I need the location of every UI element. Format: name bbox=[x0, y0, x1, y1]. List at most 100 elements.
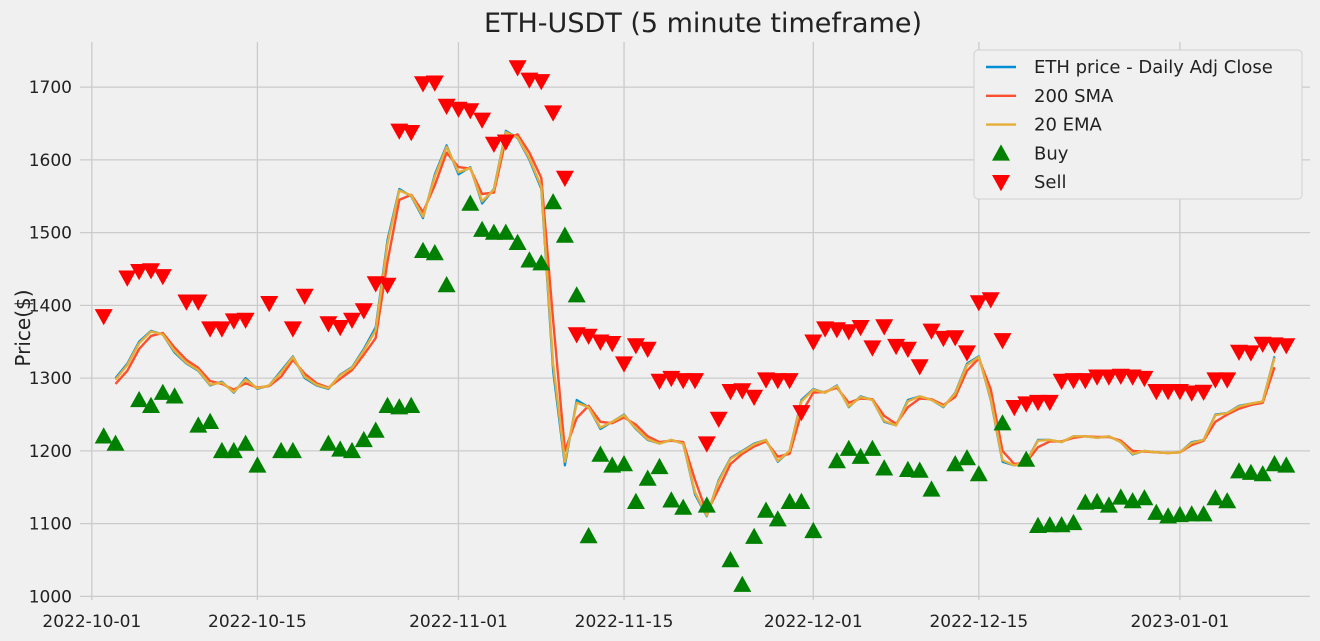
buy-marker bbox=[402, 396, 421, 413]
buy-marker bbox=[1111, 488, 1130, 505]
sell-marker bbox=[946, 330, 965, 347]
buy-marker bbox=[354, 430, 373, 448]
buy-marker bbox=[579, 527, 598, 544]
buy-marker bbox=[1029, 516, 1047, 533]
buy-marker bbox=[555, 226, 574, 243]
sell-marker bbox=[792, 405, 811, 422]
series-lines bbox=[114, 129, 1276, 518]
y-tick-label: 1400 bbox=[29, 296, 72, 316]
sell-marker bbox=[177, 294, 196, 311]
buy-marker bbox=[224, 441, 243, 459]
sell-marker bbox=[1253, 336, 1272, 353]
buy-marker bbox=[508, 233, 527, 250]
buy-marker bbox=[1170, 505, 1189, 523]
chart-title: ETH-USDT (5 minute timeframe) bbox=[484, 8, 922, 39]
sell-marker bbox=[875, 319, 894, 336]
buy-marker bbox=[638, 469, 657, 486]
sell-marker bbox=[1135, 370, 1154, 388]
sell-marker bbox=[425, 75, 444, 92]
y-tick-label: 1700 bbox=[29, 78, 72, 98]
x-tick-label: 2023-01-01 bbox=[1131, 612, 1230, 632]
buy-marker bbox=[378, 396, 397, 413]
legend-label-price: ETH price - Daily Adj Close bbox=[1034, 57, 1273, 78]
buy-marker bbox=[910, 461, 929, 478]
sell-marker bbox=[638, 341, 657, 358]
sell-marker bbox=[615, 356, 633, 373]
sell-marker bbox=[745, 389, 764, 406]
sell-marker bbox=[142, 263, 160, 280]
buy-marker bbox=[1218, 492, 1237, 509]
sell-marker bbox=[130, 264, 149, 281]
sell-marker bbox=[354, 303, 373, 320]
sell-marker bbox=[1218, 372, 1237, 389]
sell-marker bbox=[260, 296, 279, 313]
buy-marker bbox=[674, 498, 693, 515]
x-tick-label: 2022-12-01 bbox=[764, 612, 863, 632]
buy-marker bbox=[473, 220, 492, 237]
buy-marker bbox=[1241, 463, 1260, 480]
buy-marker bbox=[94, 427, 113, 444]
buy-marker bbox=[461, 194, 480, 211]
sell-marker bbox=[1076, 373, 1095, 390]
sell-marker bbox=[1088, 369, 1107, 386]
buy-marker bbox=[567, 286, 586, 303]
sell-marker bbox=[1206, 372, 1225, 389]
sell-marker bbox=[283, 321, 302, 338]
buy-marker bbox=[898, 460, 917, 477]
sell-marker bbox=[863, 340, 882, 357]
sell-marker bbox=[1147, 384, 1166, 401]
buy-marker bbox=[142, 396, 160, 413]
buy-marker bbox=[958, 449, 976, 466]
buy-marker bbox=[650, 457, 669, 475]
legend: ETH price - Daily Adj Close 200 SMA 20 EMA… bbox=[973, 49, 1303, 200]
sell-marker bbox=[343, 312, 361, 329]
y-tick-label: 1600 bbox=[29, 151, 72, 171]
sell-marker bbox=[1005, 400, 1024, 417]
buy-marker bbox=[106, 434, 125, 451]
sell-marker bbox=[993, 333, 1012, 350]
sell-marker bbox=[295, 288, 314, 305]
buy-marker bbox=[520, 251, 539, 268]
legend-box bbox=[973, 49, 1303, 200]
sell-marker bbox=[1111, 368, 1130, 385]
buy-marker bbox=[1194, 505, 1213, 522]
buy-marker bbox=[969, 465, 988, 482]
buy-marker bbox=[532, 254, 551, 271]
sell-marker bbox=[934, 330, 953, 348]
sell-marker bbox=[484, 136, 503, 153]
buy-marker bbox=[1206, 489, 1225, 506]
buy-marker bbox=[1064, 513, 1083, 531]
sell-marker bbox=[768, 373, 787, 390]
sell-marker bbox=[1159, 384, 1178, 401]
sell-marker bbox=[898, 341, 917, 358]
buy-marker bbox=[757, 501, 775, 518]
sell-marker bbox=[958, 345, 976, 362]
sell-marker bbox=[1040, 394, 1059, 412]
x-tick-label: 2022-11-01 bbox=[409, 612, 508, 632]
sell-marker bbox=[650, 373, 669, 390]
sell-marker bbox=[780, 373, 799, 390]
sell-marker bbox=[733, 383, 752, 400]
sell-marker bbox=[461, 103, 480, 120]
sell-marker bbox=[1265, 337, 1284, 354]
y-tick-labels: 1000 1100 1200 1300 1400 1500 1600 1700 bbox=[29, 78, 72, 607]
sell-marker bbox=[508, 60, 527, 77]
buy-marker bbox=[993, 414, 1012, 431]
sell-marker bbox=[532, 74, 551, 91]
buy-marker bbox=[626, 492, 645, 509]
sell-marker bbox=[212, 321, 231, 338]
sell-marker bbox=[1029, 394, 1047, 412]
sell-marker bbox=[603, 336, 622, 353]
buy-marker bbox=[484, 223, 503, 240]
buy-marker bbox=[212, 441, 231, 459]
sell-marker bbox=[544, 105, 563, 122]
legend-swatch-sell bbox=[992, 175, 1010, 192]
sell-marker bbox=[378, 277, 397, 294]
sell-marker bbox=[201, 321, 220, 338]
y-tick-label: 1200 bbox=[29, 442, 72, 462]
y-tick-label: 1300 bbox=[29, 369, 72, 389]
buy-marker bbox=[153, 383, 172, 400]
buy-marker bbox=[733, 575, 752, 592]
sell-marker bbox=[1277, 338, 1296, 355]
